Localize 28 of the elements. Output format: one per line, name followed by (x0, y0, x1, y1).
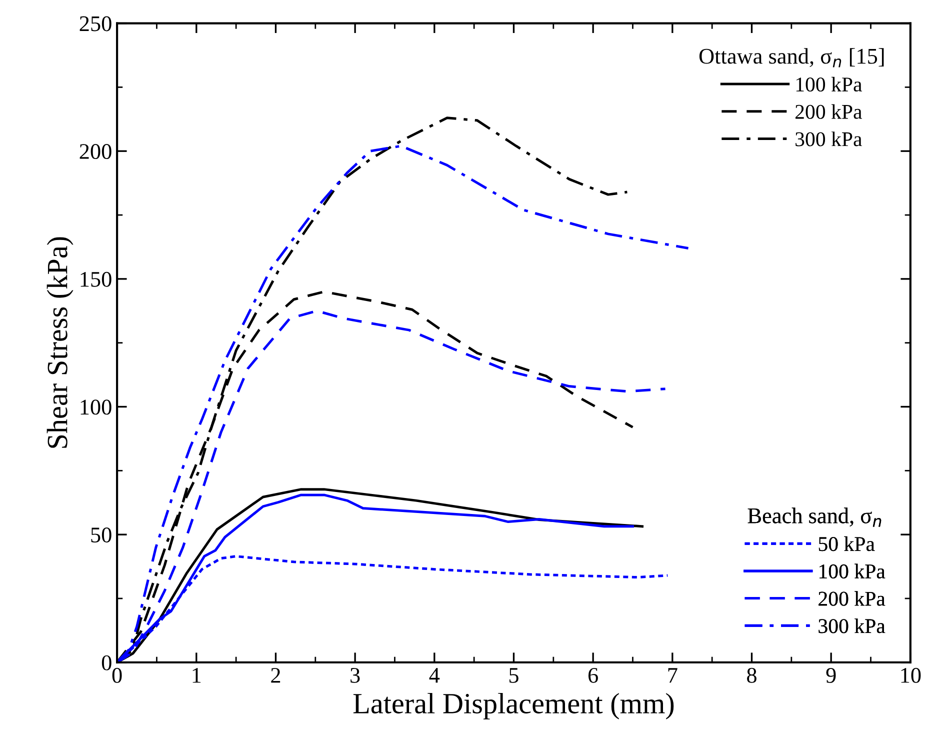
legend-label: 200 kPa (795, 104, 862, 119)
legend-label: 200 kPa (818, 591, 886, 606)
x-tick-label: 3 (350, 668, 360, 683)
x-tick-label: 6 (588, 668, 598, 683)
x-tick-label: 10 (901, 668, 921, 683)
text: Ottawa sand, σ$_{n}$ [15] (699, 48, 884, 68)
y-tick-label: 100 (80, 400, 112, 415)
legend-label: 100 kPa (796, 76, 862, 92)
x-axis-title: Lateral Displacement (mm) (353, 692, 674, 720)
x-tick-label: 8 (747, 668, 756, 683)
x-tick-label: 5 (509, 668, 518, 683)
x-tick-label: 7 (668, 668, 678, 683)
legend-label: 300 kPa (818, 618, 886, 634)
y-tick-label: 150 (80, 272, 112, 287)
y-axis-title: Shear Stress (kPa) (46, 237, 74, 448)
x-tick-label: 1 (192, 668, 201, 683)
legend-label: 100 kPa (820, 564, 886, 578)
legend-label: 50 kPa (818, 536, 875, 552)
y-tick-label: 50 (91, 527, 112, 542)
x-tick-label: 9 (826, 668, 836, 683)
x-tick-label: 0 (112, 668, 122, 683)
legend-label: 300 kPa (796, 132, 862, 146)
text: Beach sand, σ$_{n}$ (748, 508, 882, 527)
y-tick-label: 250 (80, 16, 112, 32)
x-tick-label: 2 (271, 668, 280, 683)
y-tick-label: 200 (80, 144, 112, 160)
x-tick-label: 4 (429, 668, 440, 683)
y-tick-label: 0 (102, 655, 112, 670)
